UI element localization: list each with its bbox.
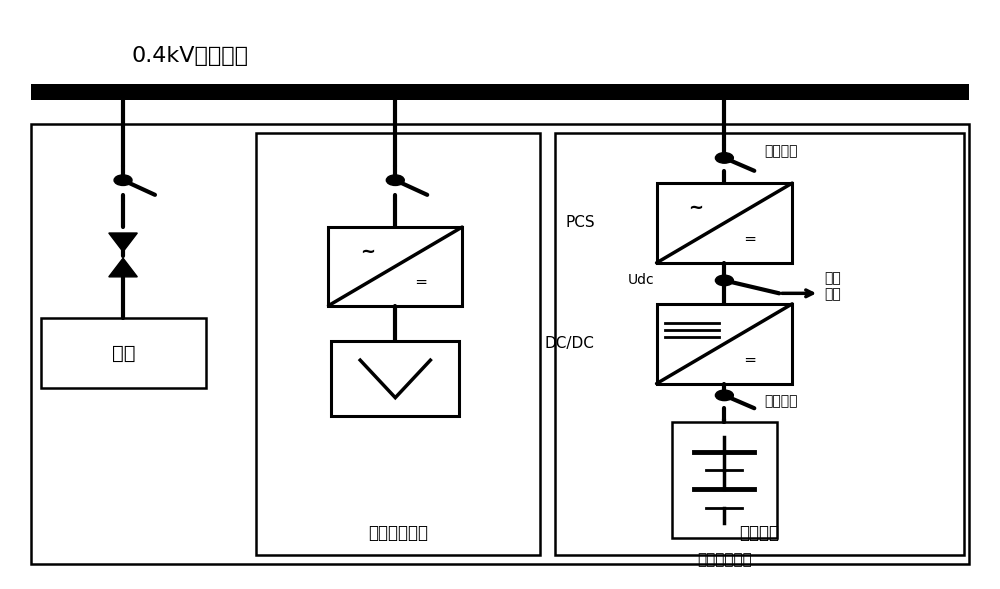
Bar xyxy=(328,227,462,306)
Text: PCS: PCS xyxy=(565,216,595,230)
Text: Udc: Udc xyxy=(628,273,655,287)
Polygon shape xyxy=(109,233,137,252)
Text: 负荷: 负荷 xyxy=(112,343,135,363)
Circle shape xyxy=(114,175,132,186)
Text: 储能系统: 储能系统 xyxy=(739,524,779,542)
Polygon shape xyxy=(109,258,137,277)
Bar xyxy=(555,133,964,555)
Text: ═: ═ xyxy=(416,276,425,290)
Text: ~: ~ xyxy=(360,243,375,260)
Text: DC/DC: DC/DC xyxy=(545,336,595,351)
Bar xyxy=(331,342,459,416)
Text: 隔离开关: 隔离开关 xyxy=(764,394,798,408)
Bar xyxy=(41,318,206,388)
Circle shape xyxy=(715,275,733,286)
Bar xyxy=(657,304,792,383)
Bar xyxy=(31,124,969,564)
Text: 储能蓄电池组: 储能蓄电池组 xyxy=(697,552,752,567)
Text: ═: ═ xyxy=(746,353,755,368)
Text: 光伏发电系统: 光伏发电系统 xyxy=(368,524,428,542)
Bar xyxy=(31,84,969,101)
Text: ~: ~ xyxy=(688,199,703,217)
Text: 0.4kV交流母线: 0.4kV交流母线 xyxy=(131,46,248,66)
Bar xyxy=(672,422,777,538)
Bar xyxy=(256,133,540,555)
Circle shape xyxy=(715,390,733,401)
Circle shape xyxy=(715,153,733,163)
Text: 互联
开关: 互联 开关 xyxy=(824,271,841,302)
Circle shape xyxy=(386,175,404,186)
Text: 并网开关: 并网开关 xyxy=(764,144,798,158)
Bar xyxy=(657,183,792,263)
Text: ═: ═ xyxy=(746,232,755,247)
